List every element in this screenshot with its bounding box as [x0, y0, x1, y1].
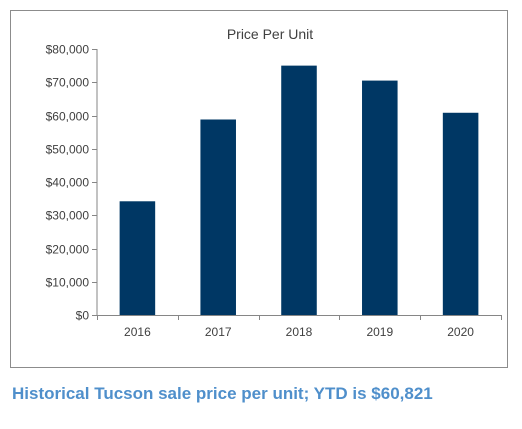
y-axis: $0 $10,000 $20,000 $30,000 $40,000 $50,000 $60…	[46, 43, 98, 323]
x-tick-label: 2018	[286, 325, 313, 339]
price-per-unit-chart: Price Per Unit $0 $10,000 $20,000 $30,000 $4…	[46, 26, 502, 339]
y-tick-label: $80,000	[46, 43, 90, 57]
bar-2016	[119, 201, 156, 315]
x-tick-label: 2019	[366, 325, 393, 339]
bar-2018	[281, 65, 317, 315]
y-tick-label: $20,000	[46, 243, 90, 257]
chart-caption: Historical Tucson sale price per unit; Y…	[12, 384, 433, 403]
y-tick-label: $50,000	[46, 143, 90, 157]
bar-2019	[362, 80, 398, 316]
y-tick-label: $10,000	[46, 276, 90, 290]
y-tick-label: $30,000	[46, 209, 90, 223]
chart-frame: Price Per Unit $0 $10,000 $20,000 $30,000 $4…	[10, 10, 508, 368]
bar-2020	[442, 112, 479, 315]
y-tick-label: $0	[76, 309, 90, 323]
x-tick-label: 2016	[124, 325, 151, 339]
x-tick-label: 2020	[447, 325, 474, 339]
x-tick-label: 2017	[205, 325, 232, 339]
x-axis: 2016 2017 2018 2019 2020	[97, 315, 502, 339]
y-tick-label: $40,000	[46, 176, 90, 190]
chart-title: Price Per Unit	[227, 26, 313, 42]
bar-2017	[200, 119, 236, 316]
y-tick-label: $70,000	[46, 76, 90, 90]
y-tick-label: $60,000	[46, 110, 90, 124]
bars	[119, 65, 479, 316]
